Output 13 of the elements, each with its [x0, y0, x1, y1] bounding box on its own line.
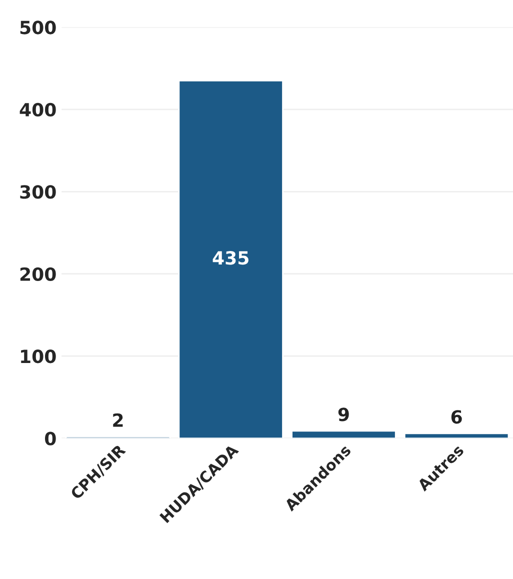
y-tick-label: 300	[20, 185, 56, 199]
y-tick-label: 200	[20, 267, 56, 281]
y-tick-label: 400	[20, 102, 56, 117]
y-tick-label: 500	[20, 20, 56, 34]
data-label: 6	[451, 410, 462, 424]
data-label: 2	[113, 413, 123, 427]
bar	[178, 80, 284, 438]
y-tick-label: 0	[45, 432, 56, 446]
data-label: 9	[338, 408, 349, 422]
y-tick-label: 100	[21, 350, 56, 364]
bar	[404, 432, 510, 438]
bar	[291, 430, 396, 438]
data-label: 435	[212, 251, 248, 265]
